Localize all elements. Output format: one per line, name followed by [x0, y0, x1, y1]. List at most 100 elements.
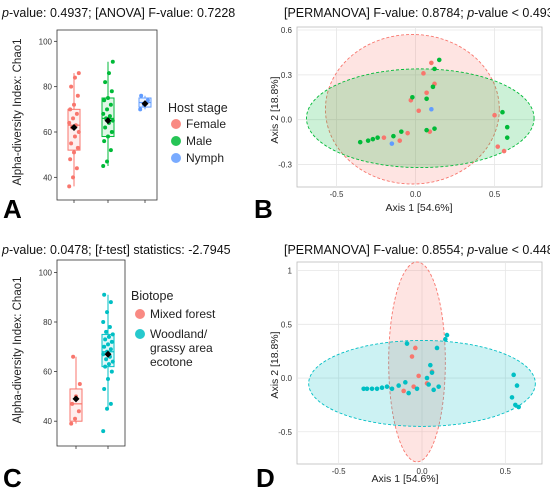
data-point: [69, 421, 74, 426]
data-point: [361, 386, 366, 392]
legend-label: grassy area: [150, 341, 213, 355]
y-tick-label: 100: [39, 268, 53, 277]
panel-d-ylabel: Axis 2 [18.8%]: [269, 331, 281, 398]
data-point: [106, 377, 110, 382]
data-point: [106, 134, 110, 139]
data-point: [424, 90, 429, 96]
legend-label: Male: [186, 134, 212, 148]
panel-a-title-rest: -value: 0.4937; [ANOVA] F-value: 0.7228: [9, 6, 235, 20]
data-point: [74, 166, 79, 171]
data-point: [429, 370, 435, 375]
data-point: [509, 395, 515, 400]
panel-a-ylabel: Alpha-diversity Index: Chao1: [12, 38, 24, 185]
data-point: [110, 332, 115, 337]
data-point: [102, 292, 107, 297]
data-point: [108, 102, 113, 107]
data-point: [101, 164, 106, 168]
y-tick-label: -0.3: [278, 161, 292, 170]
data-point: [424, 375, 430, 381]
data-point: [69, 84, 74, 89]
confidence-ellipse: [325, 34, 500, 185]
data-point: [504, 135, 510, 140]
data-point: [389, 386, 395, 392]
data-point: [436, 384, 441, 389]
data-point: [409, 354, 415, 359]
panel-d-title-italic: p: [466, 243, 474, 257]
panel-c-title-rest2: -test] statistics: -2.7945: [102, 243, 231, 257]
data-point: [431, 387, 436, 393]
data-point: [104, 329, 109, 334]
panel-b-letter: B: [254, 194, 273, 224]
panel-b: [PERMANOVA] F-value: 0.8784; p-value < 0…: [254, 6, 550, 224]
data-point: [426, 382, 431, 387]
data-point: [391, 133, 396, 139]
confidence-ellipse: [388, 261, 446, 463]
data-point: [71, 116, 76, 121]
y-tick-label: 0.0: [281, 374, 293, 383]
panel-b-title-post: -value < 0.493: [474, 6, 550, 20]
data-point: [106, 71, 111, 76]
data-point: [495, 144, 501, 149]
data-point: [500, 109, 505, 115]
data-point: [103, 125, 108, 130]
data-point: [108, 401, 113, 406]
data-point: [109, 130, 114, 134]
data-point: [110, 118, 115, 123]
data-point: [436, 57, 442, 63]
data-point: [138, 107, 143, 112]
data-point: [492, 112, 497, 118]
data-point: [145, 98, 150, 103]
plot-frame: [296, 261, 543, 465]
confidence-ellipse: [306, 68, 535, 169]
data-point: [421, 71, 426, 76]
box-mean: [104, 350, 112, 358]
plot-frame: [56, 259, 126, 447]
panel-c-title-italic2: t: [99, 243, 103, 257]
panel-c-ylabel: Alpha-diversity Index: Chao1: [12, 276, 24, 423]
panel-d-title: [PERMANOVA] F-value: 0.8554; p-value < 0…: [284, 243, 550, 257]
data-point: [108, 347, 113, 352]
data-point: [397, 138, 403, 143]
y-tick-label: 60: [43, 128, 52, 137]
x-tick-label: 0.5: [500, 467, 512, 476]
data-point: [102, 98, 107, 103]
data-point: [369, 386, 375, 392]
data-point: [72, 150, 76, 155]
data-point: [444, 332, 450, 338]
data-point: [71, 354, 76, 359]
data-point: [511, 372, 516, 378]
data-point: [374, 386, 380, 392]
data-point: [357, 139, 363, 145]
panel-a-legend-title: Host stage: [168, 101, 228, 115]
data-point: [103, 80, 108, 85]
data-point: [381, 135, 387, 140]
data-point: [399, 129, 404, 134]
panel-c-plot: 40 60 80 100: [39, 259, 126, 449]
data-point: [72, 75, 77, 80]
y-tick-label: 60: [43, 368, 52, 377]
data-point: [365, 138, 371, 143]
data-point: [513, 402, 518, 408]
data-point: [103, 337, 108, 342]
data-point: [410, 94, 415, 100]
data-point: [384, 384, 390, 389]
data-point: [424, 96, 429, 102]
data-point: [406, 390, 411, 396]
y-tick-label: 40: [43, 173, 52, 182]
data-point: [76, 130, 81, 134]
data-point: [76, 409, 81, 414]
legend-swatch: [171, 153, 181, 163]
panel-c-title: p-value: 0.0478; [t-test] statistics: -2…: [1, 243, 231, 257]
panel-c-letter: C: [3, 463, 22, 493]
data-point: [403, 380, 408, 385]
panel-a-legend: Female Male Nymph: [171, 117, 226, 165]
data-point: [432, 66, 437, 72]
data-point: [107, 114, 112, 119]
data-point: [102, 344, 107, 349]
data-point: [102, 139, 107, 144]
plot-frame: [296, 26, 543, 188]
legend-swatch: [171, 136, 181, 146]
data-point: [424, 127, 429, 133]
data-point: [101, 429, 106, 434]
x-tick-label: 0.0: [410, 190, 422, 199]
